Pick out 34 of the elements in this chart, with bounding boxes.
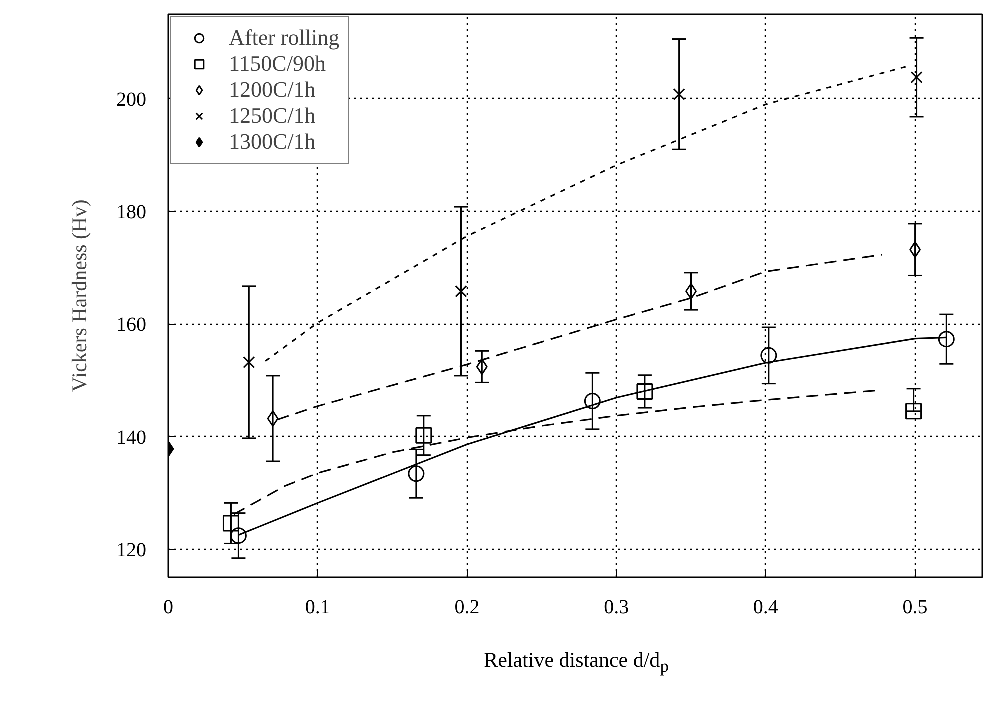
point: [416, 427, 432, 444]
point: [222, 515, 240, 532]
point: [910, 242, 922, 258]
legend-label: 1250C/1h: [229, 103, 316, 129]
y-tick-label: 140: [116, 426, 146, 449]
point: [476, 358, 488, 376]
x-tick-label: 0.5: [902, 596, 928, 618]
y-tick-label: 120: [116, 539, 146, 562]
point: [636, 383, 654, 400]
point: [760, 347, 778, 364]
point: [910, 72, 923, 84]
y-tick-label: 200: [116, 88, 146, 111]
point: [267, 410, 279, 427]
x-tick-label: 0.2: [454, 596, 480, 618]
point: [938, 331, 955, 348]
point: [408, 466, 425, 482]
point: [230, 528, 247, 544]
legend-label: 1150C/90h: [229, 51, 326, 77]
legend-label: 1300C/1h: [229, 129, 316, 155]
point: [455, 285, 468, 298]
point: [243, 356, 256, 368]
y-tick-label: 160: [116, 314, 146, 336]
y-tick-label: 180: [116, 202, 146, 224]
x-tick-label: 0.1: [305, 596, 330, 618]
legend-label: 1200C/1h: [229, 77, 316, 103]
x-tick-label: 0.4: [753, 596, 778, 618]
y-axis-title: Vickers Hardness (Hv): [68, 200, 92, 392]
legend-label: After rolling: [229, 25, 340, 51]
x-tick-label: 0.3: [604, 596, 630, 618]
x-tick-label: 0: [164, 596, 174, 618]
point: [584, 393, 601, 410]
point: [906, 403, 922, 420]
point: [673, 88, 686, 100]
x-axis-title: Relative distance d/d$_{p}$: [483, 647, 670, 678]
